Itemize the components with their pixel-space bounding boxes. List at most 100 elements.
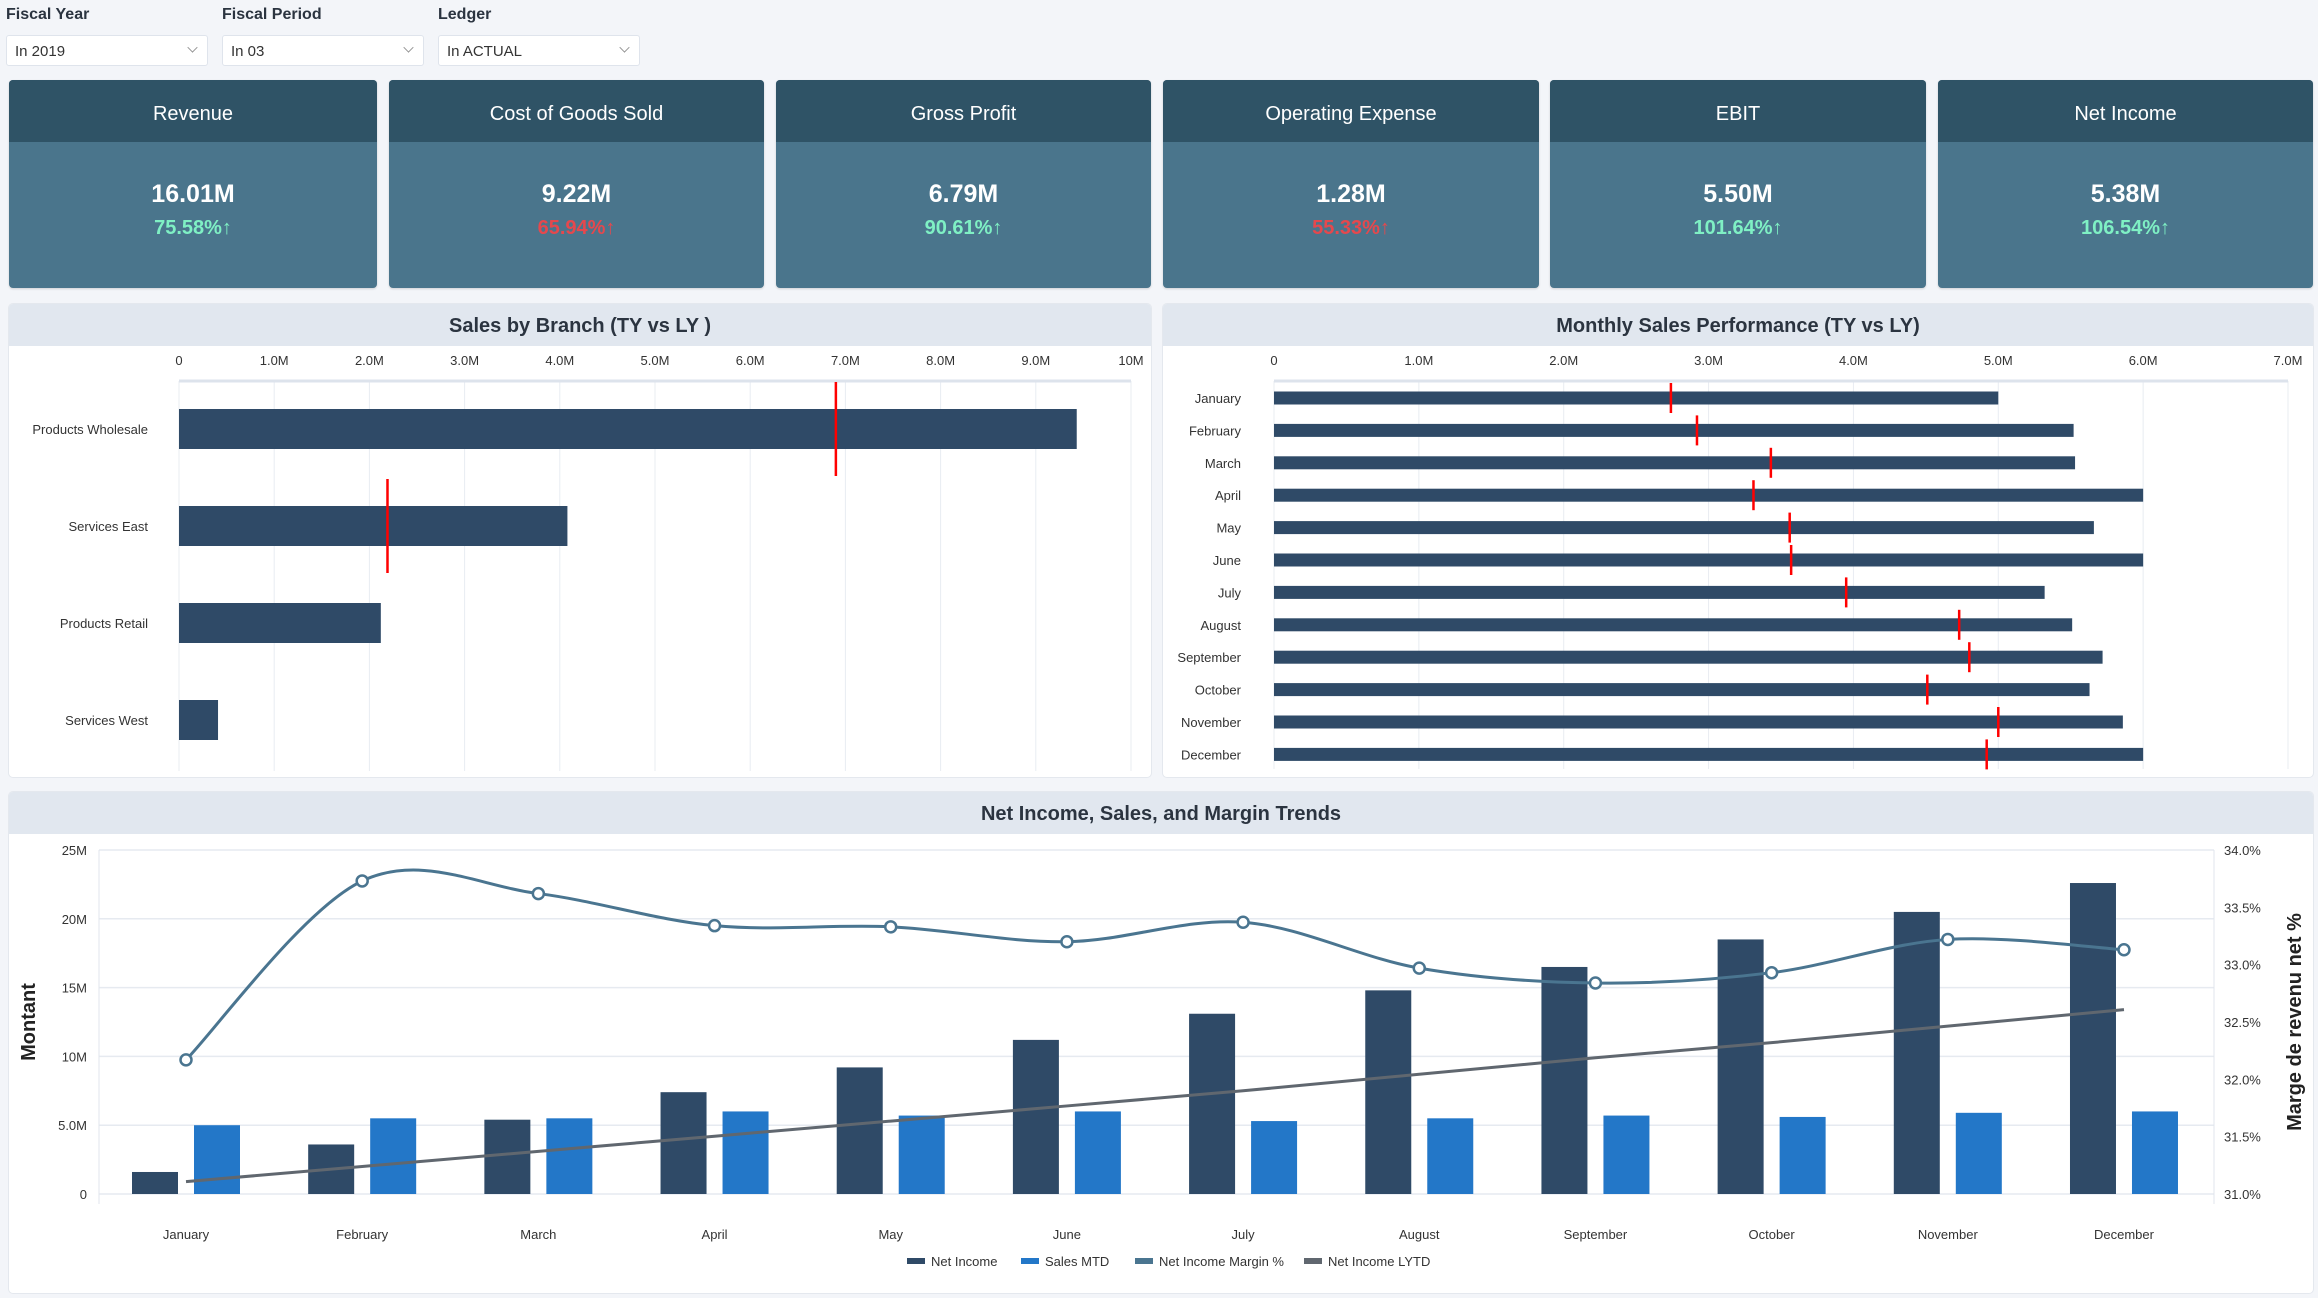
kpi-title: Net Income [1938, 80, 2313, 142]
net-income-bar [836, 1067, 883, 1194]
kpi-value: 16.01M [151, 180, 235, 208]
sales-mtd-bar [1603, 1115, 1650, 1194]
fiscal-period-dropdown[interactable]: In 03 [222, 35, 424, 66]
x-tick-label: 2.0M [1549, 353, 1578, 368]
y-tick-label: 5.0M [58, 1118, 87, 1133]
ty-bar [179, 409, 1077, 449]
fiscal-period-label: Fiscal Period [222, 6, 322, 23]
kpi-title: Revenue [9, 80, 377, 142]
net-income-lytd-line [185, 1008, 2125, 1184]
kpi-change: 55.33% [1312, 217, 1380, 239]
x-tick-label: 7.0M [2274, 353, 2303, 368]
net-income-bar [1365, 990, 1412, 1194]
kpi-value: 1.28M [1316, 180, 1386, 208]
legend-item: Net Income LYTD [1328, 1254, 1430, 1269]
kpi-card-ebit: EBIT 5.50M 101.64%↑ [1550, 80, 1926, 288]
y-tick-label: 25M [62, 843, 87, 858]
monthly-sales-panel: Monthly Sales Performance (TY vs LY) 0 1.… [1163, 304, 2313, 777]
panel-title: Sales by Branch (TY vs LY ) [9, 304, 1151, 346]
margin-point [1941, 932, 1955, 947]
legend-item: Net Income Margin % [1159, 1254, 1284, 1269]
legend-swatch [907, 1258, 925, 1264]
margin-point [2117, 943, 2131, 957]
chevron-down-icon [187, 42, 198, 53]
kpi-value: 9.22M [541, 180, 612, 208]
category-label: August [1201, 618, 1242, 633]
margin-point [883, 920, 898, 934]
x-tick-label: March [520, 1227, 556, 1242]
y-tick-label: 0 [80, 1187, 87, 1202]
y-tick-label: 10M [62, 1049, 87, 1064]
chevron-down-icon [619, 42, 630, 53]
margin-point [707, 918, 722, 933]
x-tick-label: 5.0M [1984, 353, 2013, 368]
margin-point [1588, 976, 1603, 990]
panel-title: Net Income, Sales, and Margin Trends [9, 792, 2313, 834]
category-label: October [1195, 683, 1242, 698]
x-tick-label: 3.0M [450, 353, 479, 368]
category-label: March [1205, 456, 1241, 471]
sales-mtd-bar [1427, 1118, 1474, 1194]
y2-tick-label: 32.5% [2224, 1015, 2261, 1030]
legend-swatch [1135, 1258, 1153, 1264]
kpi-change: 106.54% [2081, 217, 2160, 239]
x-tick-label: 9.0M [1021, 353, 1050, 368]
sales-mtd-bar [722, 1111, 769, 1194]
sales-mtd-bar [194, 1125, 240, 1194]
legend-item: Sales MTD [1045, 1254, 1109, 1269]
x-tick-label: July [1232, 1227, 1256, 1242]
y2-tick-label: 33.0% [2224, 958, 2261, 973]
kpi-card-operating-expense: Operating Expense 1.28M 55.33%↑ [1163, 80, 1539, 288]
x-tick-label: 8.0M [926, 353, 955, 368]
trends-panel: Net Income, Sales, and Margin Trends 0 5.… [9, 792, 2313, 1293]
kpi-title: Operating Expense [1163, 80, 1539, 142]
ty-bar [1274, 715, 2123, 729]
category-label: November [1181, 715, 1242, 730]
arrow-up-icon: ↑ [1379, 217, 1390, 239]
ledger-dropdown[interactable]: In ACTUAL [438, 35, 640, 66]
fiscal-year-label: Fiscal Year [6, 6, 90, 23]
x-tick-label: 4.0M [545, 353, 574, 368]
kpi-title: Gross Profit [776, 80, 1151, 142]
sales-mtd-bar [1251, 1121, 1298, 1194]
ty-bar [1274, 553, 2144, 567]
net-income-bar [1189, 1013, 1236, 1194]
sales-mtd-bar [898, 1115, 945, 1194]
x-tick-label: 10M [1118, 353, 1143, 368]
sales-mtd-bar [1074, 1111, 1121, 1194]
x-tick-label: January [163, 1227, 210, 1242]
sales-mtd-bar [546, 1118, 593, 1194]
category-label: Services West [65, 713, 148, 728]
margin-point [179, 1053, 193, 1067]
ty-bar [179, 603, 381, 643]
kpi-card-cost-of-goods-sold: Cost of Goods Sold 9.22M 65.94%↑ [389, 80, 764, 288]
category-label: September [1177, 650, 1241, 665]
kpi-card-net-income: Net Income 5.38M 106.54%↑ [1938, 80, 2313, 288]
arrow-up-icon: ↑ [992, 217, 1003, 239]
x-tick-label: February [336, 1227, 389, 1242]
legend-item: Net Income [931, 1254, 997, 1269]
x-tick-label: August [1399, 1227, 1440, 1242]
sales-by-branch-chart: 0 1.0M 2.0M 3.0M 4.0M 5.0M 6.0M 7.0M 8.0M 9.0M 10M… [32, 353, 1144, 771]
x-tick-label: November [1918, 1227, 1979, 1242]
margin-point [1412, 961, 1427, 975]
y-tick-label: 15M [62, 981, 87, 996]
net-income-bar [2069, 883, 2116, 1194]
fiscal-year-dropdown[interactable]: In 2019 [6, 35, 208, 66]
ty-bar [1274, 521, 2094, 535]
kpi-value: 5.50M [1703, 180, 1773, 208]
ty-bar [179, 506, 568, 546]
x-tick-label: 1.0M [1404, 353, 1433, 368]
sales-mtd-bar [1955, 1112, 2002, 1194]
ty-bar [1274, 650, 2103, 664]
net-income-bar [484, 1119, 531, 1194]
fiscal-period-value: In 03 [231, 43, 265, 60]
net-income-margin-line [184, 868, 2125, 1061]
category-label: December [1181, 747, 1242, 762]
ty-bar [1274, 488, 2144, 502]
category-label: May [1216, 521, 1241, 536]
margin-point [1764, 965, 1779, 980]
x-tick-label: 6.0M [736, 353, 765, 368]
ty-bar [1274, 747, 2144, 761]
x-tick-label: 0 [1270, 353, 1277, 368]
